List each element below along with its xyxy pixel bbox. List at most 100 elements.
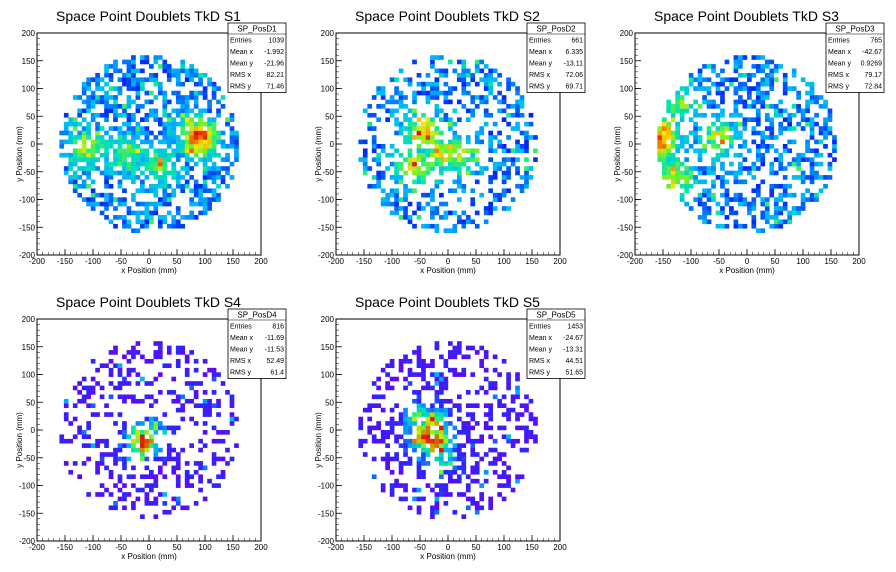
heatmap-cell (113, 447, 118, 453)
heatmap-cell (403, 443, 408, 448)
heatmap-cell (95, 469, 100, 475)
heatmap-cell (439, 403, 444, 408)
heatmap-cell (809, 135, 815, 140)
heatmap-cell (479, 192, 485, 198)
heatmap-cell (492, 121, 498, 127)
heatmap-cell (474, 469, 480, 475)
heatmap-cell (371, 157, 377, 162)
y-tick-label: -100 (19, 196, 36, 205)
heatmap-cell (72, 148, 78, 154)
heatmap-cell (153, 192, 159, 198)
heatmap-cell (421, 434, 426, 440)
heatmap-cell (461, 430, 467, 435)
heatmap-cell (117, 148, 123, 154)
heatmap-cell (448, 367, 453, 373)
heatmap-cell (157, 139, 163, 145)
x-tick-label: -150 (356, 543, 373, 552)
heatmap-cell (519, 148, 525, 154)
heatmap-cell (519, 144, 525, 149)
heatmap-cell (140, 68, 145, 74)
heatmap-cell (99, 210, 105, 216)
heatmap-cell (86, 421, 91, 426)
heatmap-cell (465, 483, 471, 488)
heatmap-cell (778, 192, 784, 198)
heatmap-cell (506, 112, 511, 118)
heatmap-cell (533, 135, 538, 140)
heatmap-cell (407, 121, 413, 127)
heatmap-cell (216, 372, 221, 377)
heatmap-cell (104, 99, 109, 105)
heatmap-cell (720, 179, 725, 185)
heatmap-cell (738, 121, 743, 127)
heatmap-cell (425, 192, 431, 198)
heatmap-cell (108, 394, 114, 400)
heatmap-cell (773, 157, 779, 162)
y-axis-label: y Position (mm) (15, 126, 24, 182)
heatmap-cell (104, 152, 109, 158)
heatmap-cell (122, 430, 127, 435)
heatmap-cell (421, 90, 426, 96)
heatmap-cell (81, 148, 87, 154)
heatmap-cell (122, 496, 127, 502)
heatmap-cell (81, 385, 87, 391)
heatmap-cell (670, 161, 676, 167)
heatmap-cell (483, 72, 489, 78)
heatmap-cell (452, 188, 458, 194)
heatmap-cell (135, 104, 141, 109)
heatmap-cell (371, 403, 377, 408)
heatmap-cell (394, 86, 399, 91)
heatmap-cell (104, 112, 109, 118)
heatmap-cell (657, 157, 663, 162)
heatmap-cell (131, 197, 136, 202)
heatmap-cell (140, 219, 145, 225)
heatmap-cell (207, 201, 212, 207)
heatmap-cell (506, 81, 511, 87)
heatmap-cell (407, 166, 413, 171)
heatmap-cell (439, 452, 444, 457)
heatmap-cell (421, 86, 426, 91)
heatmap-cell (207, 81, 212, 87)
heatmap-cell (497, 474, 502, 480)
heatmap-cell (376, 157, 381, 162)
heatmap-cell (724, 192, 730, 198)
y-axis-label: y Position (mm) (314, 126, 323, 182)
heatmap-cell (470, 465, 476, 471)
chart-title: Space Point Doublets TkD S2 (355, 8, 540, 24)
heatmap-cell (488, 175, 493, 180)
x-tick-label: -200 (328, 257, 345, 266)
heatmap-cell (90, 390, 96, 395)
heatmap-cell (791, 126, 797, 131)
heatmap-cell (474, 59, 480, 65)
heatmap-cell (501, 452, 507, 457)
heatmap-cell (443, 434, 449, 440)
heatmap-cell (443, 210, 449, 216)
stats-value: -13.31 (563, 347, 583, 354)
heatmap-cell (202, 139, 208, 145)
heatmap-cell (403, 206, 408, 211)
heatmap-cell (832, 157, 837, 162)
heatmap-cell (679, 183, 685, 189)
heatmap-cell (729, 206, 734, 211)
heatmap-cell (706, 90, 712, 96)
heatmap-cell (461, 104, 467, 109)
heatmap-cell (367, 416, 373, 422)
heatmap-cell (86, 394, 91, 400)
heatmap-cell (666, 126, 672, 131)
heatmap-cell (448, 447, 453, 453)
heatmap-cell (764, 210, 770, 216)
heatmap-cell (376, 376, 381, 382)
heatmap-cell (670, 108, 676, 114)
stats-label: Entries (529, 324, 551, 331)
heatmap-cell (59, 438, 65, 444)
heatmap-cell (474, 81, 480, 87)
heatmap-cell (122, 505, 127, 511)
heatmap-cell (86, 201, 91, 207)
heatmap-cell (720, 99, 725, 105)
heatmap-cell (108, 192, 114, 198)
heatmap-cell (117, 86, 123, 91)
heatmap-cell (456, 161, 462, 167)
stats-value: 69.71 (565, 84, 583, 91)
heatmap-cell (805, 90, 810, 96)
heatmap-cell (126, 166, 132, 171)
heatmap-cell (81, 126, 87, 131)
